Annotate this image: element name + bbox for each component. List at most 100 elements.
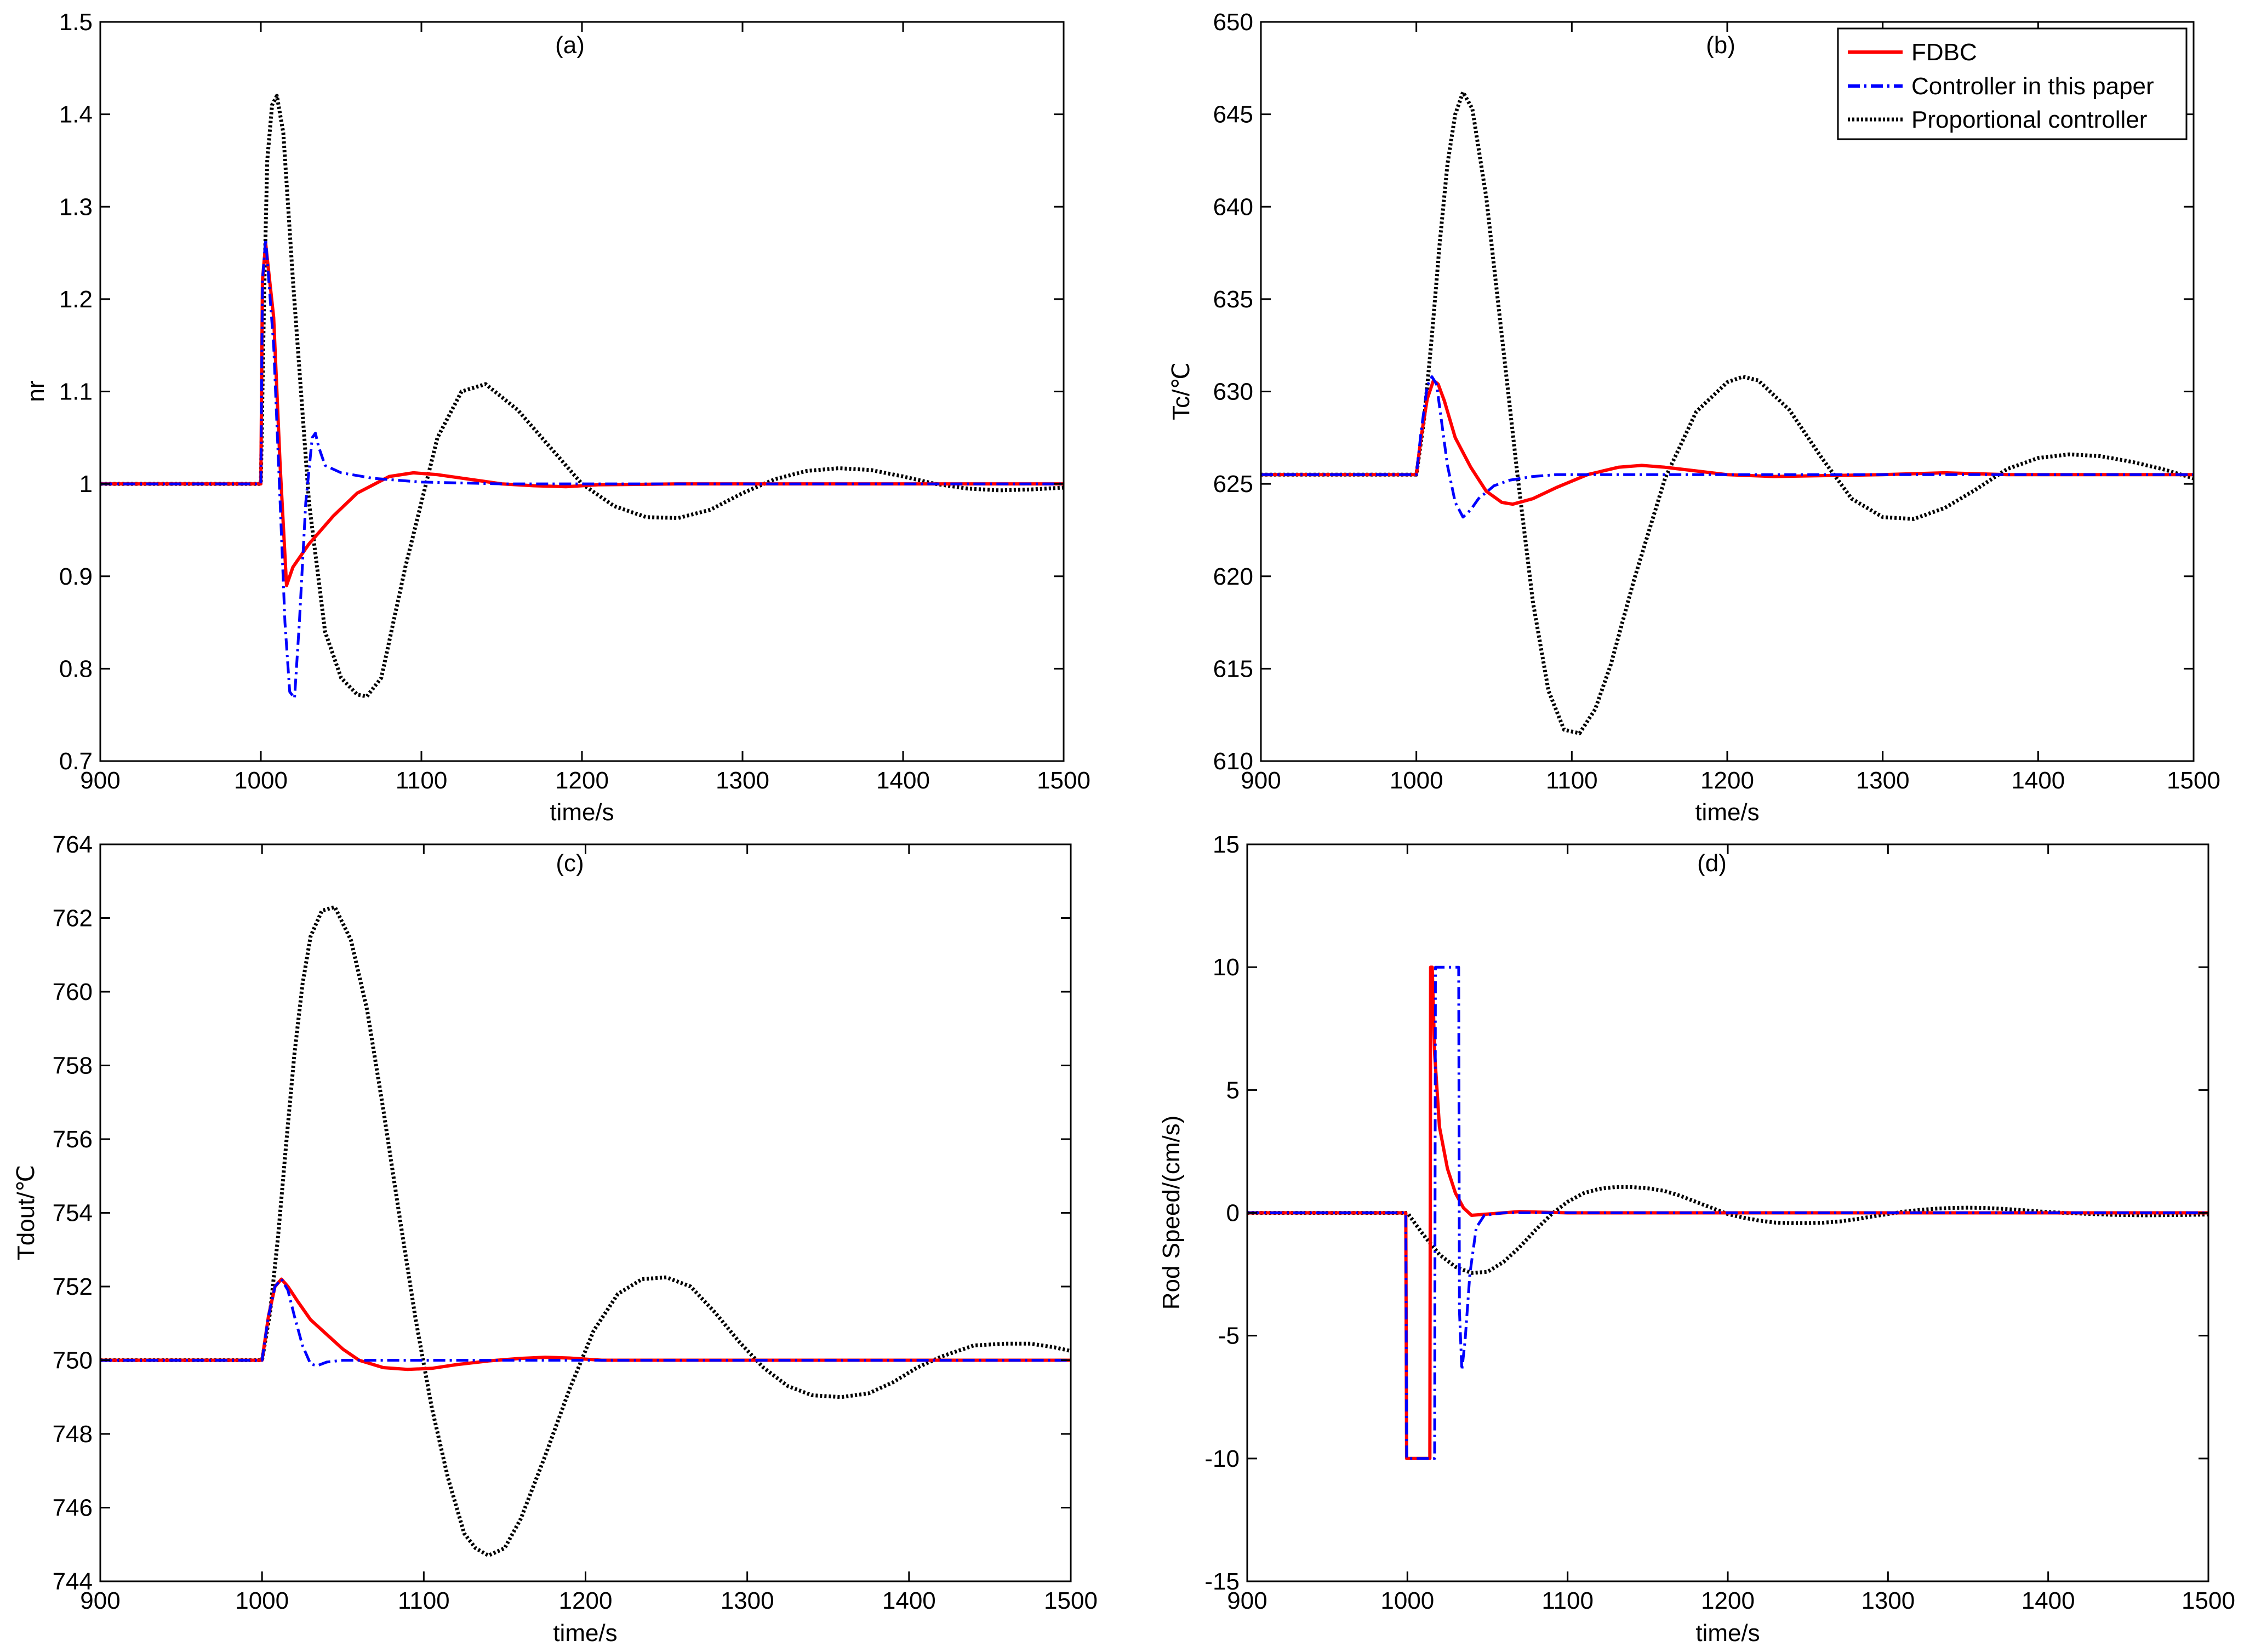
legend-label-prop: Proportional controller <box>1911 106 2147 133</box>
panel-a-plot <box>100 94 1064 700</box>
panel-b-series-fdbc <box>1261 379 2194 506</box>
panel-a-xtick-label: 1400 <box>876 767 930 794</box>
panel-d-yticks: -15 -10 -5 0 5 10 15 <box>1204 831 2208 1595</box>
panel-a-ytick-label: 1.5 <box>59 9 93 36</box>
panel-d-xtick-label: 900 <box>1227 1587 1267 1614</box>
panel-a-ylabel: nr <box>22 380 49 402</box>
panel-d-xtick-label: 1400 <box>2022 1587 2075 1614</box>
panel-d-ylabel: Rod Speed/(cm/s) <box>1158 1116 1185 1310</box>
panel-c-ytick-label: 762 <box>53 905 93 932</box>
panel-c-xtick-label: 1400 <box>882 1587 936 1614</box>
panel-a-xlabel: time/s <box>550 799 614 826</box>
panel-a-xtick-label: 900 <box>80 767 120 794</box>
panel-a-title: (a) <box>555 32 585 59</box>
panel-d-series-ctrl <box>1247 965 2208 1460</box>
panel-c-series-fdbc <box>100 1277 1071 1371</box>
panel-a-ytick-label: 0.7 <box>59 748 93 775</box>
panel-d-ytick-label: -5 <box>1218 1323 1240 1350</box>
panel-d-ytick-label: 0 <box>1226 1200 1240 1227</box>
panel-b-xticks: 900 1000 1100 1200 1300 1400 1500 <box>1241 22 2220 794</box>
panel-b-ytick-label: 625 <box>1213 471 1253 498</box>
panel-c-ytick-label: 752 <box>53 1273 93 1300</box>
panel-d-xlabel: time/s <box>1695 1620 1760 1647</box>
panel-d-xtick-label: 1200 <box>1701 1587 1755 1614</box>
panel-d-title: (d) <box>1697 850 1727 877</box>
panel-c-xtick-label: 900 <box>80 1587 120 1614</box>
panel-b-xtick-label: 900 <box>1241 767 1281 794</box>
panel-a-series-ctrl <box>100 237 1064 700</box>
panel-c-xtick-label: 1200 <box>559 1587 613 1614</box>
panel-c-title: (c) <box>556 850 584 877</box>
legend-label-ctrl: Controller in this paper <box>1911 73 2154 100</box>
panel-b-xlabel: time/s <box>1695 799 1759 826</box>
panel-b-ytick-label: 620 <box>1213 563 1253 590</box>
legend-label-fdbc: FDBC <box>1911 39 1977 66</box>
panel-a-series-fdbc <box>100 242 1064 587</box>
panel-c-ytick-label: 758 <box>53 1053 93 1079</box>
panel-d-xticks: 900 1000 1100 1200 1300 1400 1500 <box>1227 844 2235 1614</box>
panel-a-xtick-label: 1200 <box>555 767 609 794</box>
panel-c-frame <box>99 843 1072 1582</box>
panel-a-ytick-label: 1.2 <box>59 286 93 313</box>
panel-a-xtick-label: 1300 <box>716 767 769 794</box>
panel-b-series-prop <box>1261 90 2194 735</box>
panel-a: 900 1000 1100 1200 1300 1400 1500 0.7 0.8 0.9 1 1.… <box>22 9 1090 826</box>
panel-c-ylabel: Tdout/℃ <box>13 1165 39 1260</box>
panel-d-ytick-label: 10 <box>1213 954 1240 981</box>
panel-c-ytick-label: 754 <box>53 1200 93 1227</box>
panel-d: 900 1000 1100 1200 1300 1400 1500 -15 -10 -5 0 5 10… <box>1158 831 2235 1647</box>
panel-b-ytick-label: 635 <box>1213 286 1253 313</box>
panel-a-xtick-label: 1100 <box>396 767 448 794</box>
panel-b-ytick-label: 645 <box>1213 101 1253 128</box>
panel-a-ytick-label: 1.3 <box>59 193 93 220</box>
panel-b-ytick-label: 650 <box>1213 9 1253 36</box>
panel-c-ytick-label: 748 <box>53 1421 93 1448</box>
panel-d-xtick-label: 1300 <box>1861 1587 1915 1614</box>
panel-b-ytick-label: 630 <box>1213 379 1253 405</box>
legend: FDBC Controller in this paper Proportion… <box>1837 27 2188 140</box>
panel-d-ytick-label: -15 <box>1204 1568 1240 1595</box>
panel-c-xlabel: time/s <box>553 1620 617 1647</box>
panel-b-xtick-label: 1400 <box>2011 767 2065 794</box>
panel-b-xtick-label: 1100 <box>1546 767 1598 794</box>
panel-a-series-prop <box>100 94 1064 699</box>
panel-d-ytick-label: -10 <box>1204 1445 1240 1472</box>
panel-a-ytick-label: 1.4 <box>59 101 93 128</box>
panel-d-xtick-label: 1100 <box>1541 1587 1594 1614</box>
panel-c-series-prop <box>100 905 1071 1558</box>
panel-b-plot <box>1261 90 2194 735</box>
panel-b: 900 1000 1100 1200 1300 1400 1500 610 615 620 625… <box>1168 9 2220 826</box>
panel-b-ytick-label: 640 <box>1213 193 1253 220</box>
panel-c-ytick-label: 744 <box>53 1568 93 1595</box>
panel-b-title: (b) <box>1706 32 1735 59</box>
panel-c-series-ctrl <box>100 1278 1071 1368</box>
panel-c-ytick-label: 746 <box>53 1495 93 1522</box>
panel-b-xtick-label: 1000 <box>1390 767 1443 794</box>
panel-b-xtick-label: 1500 <box>2167 767 2220 794</box>
panel-d-series-prop <box>1247 1185 2208 1275</box>
panel-c-ytick-label: 764 <box>53 831 93 858</box>
panel-c-ytick-label: 756 <box>53 1126 93 1153</box>
panel-a-yticks: 0.7 0.8 0.9 1 1.1 1.2 1.3 1.4 1.5 <box>59 9 1064 775</box>
panel-b-ytick-label: 610 <box>1213 748 1253 775</box>
panel-d-ytick-label: 15 <box>1213 831 1240 858</box>
panel-c-xtick-label: 1500 <box>1044 1587 1098 1614</box>
panel-c: 900 1000 1100 1200 1300 1400 1500 744 746 748 750… <box>13 831 1098 1647</box>
panel-c-xtick-label: 1300 <box>721 1587 774 1614</box>
panel-c-xticks: 900 1000 1100 1200 1300 1400 1500 <box>80 844 1098 1614</box>
panel-b-xtick-label: 1200 <box>1700 767 1754 794</box>
panel-c-xtick-label: 1100 <box>398 1587 450 1614</box>
panel-c-yticks: 744 746 748 750 752 754 756 758 760 762 764 <box>53 831 1071 1595</box>
panel-d-ytick-label: 5 <box>1226 1077 1240 1104</box>
panel-a-ytick-label: 1 <box>79 471 93 498</box>
panel-a-ytick-label: 0.8 <box>59 655 93 682</box>
panel-c-ytick-label: 750 <box>53 1347 93 1374</box>
panel-b-series-ctrl <box>1261 375 2194 519</box>
panel-a-xticks: 900 1000 1100 1200 1300 1400 1500 <box>80 22 1090 794</box>
panel-c-ytick-label: 760 <box>53 979 93 1005</box>
panel-a-ytick-label: 0.9 <box>59 563 93 590</box>
panel-a-xtick-label: 1500 <box>1037 767 1090 794</box>
panel-d-plot <box>1247 965 2208 1460</box>
panel-b-ylabel: Tc/℃ <box>1168 362 1195 420</box>
